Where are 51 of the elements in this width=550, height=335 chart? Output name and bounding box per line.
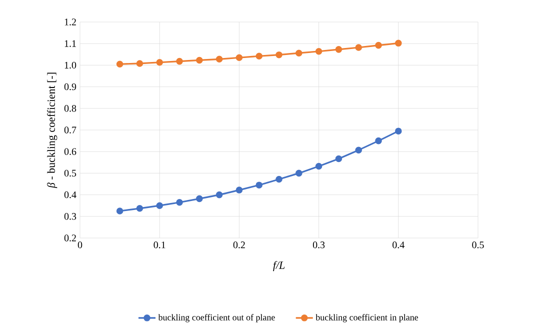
y-tick-label: 0.8 bbox=[64, 105, 76, 112]
point bbox=[156, 59, 163, 66]
point bbox=[355, 146, 362, 154]
point bbox=[315, 48, 322, 55]
y-tick-label: 0.2 bbox=[64, 234, 76, 242]
point bbox=[156, 202, 163, 209]
point bbox=[296, 50, 302, 56]
y-tick-label: 1.2 bbox=[64, 18, 76, 26]
y-tick-label: 0.9 bbox=[64, 83, 76, 90]
y-tick-label: 0.6 bbox=[64, 148, 76, 155]
y-tick-label: 1.1 bbox=[64, 40, 76, 47]
point bbox=[176, 198, 183, 206]
point bbox=[256, 182, 262, 188]
point bbox=[136, 60, 144, 67]
point bbox=[196, 195, 203, 202]
point bbox=[335, 155, 342, 162]
x-tick-label: 0.2 bbox=[233, 242, 245, 248]
x-tick-label: 0.3 bbox=[312, 242, 325, 248]
point bbox=[276, 176, 282, 183]
y-tick-label: 0.3 bbox=[64, 213, 76, 220]
point bbox=[116, 208, 124, 214]
x-tick-label: 0.4 bbox=[392, 242, 404, 248]
x-axis-title: f/L bbox=[273, 261, 285, 272]
legend-label: buckling coefficient in plane bbox=[316, 314, 418, 322]
point bbox=[116, 60, 124, 68]
point bbox=[315, 162, 322, 170]
point bbox=[335, 46, 342, 53]
point bbox=[136, 205, 144, 212]
point bbox=[395, 128, 402, 134]
point bbox=[375, 137, 382, 144]
point bbox=[236, 186, 243, 194]
y-tick-label: 0.4 bbox=[64, 191, 76, 198]
point bbox=[276, 51, 282, 58]
y-tick-label: 0.7 bbox=[64, 126, 76, 134]
point bbox=[176, 58, 183, 65]
x-tick-label: 0.1 bbox=[154, 242, 166, 248]
point bbox=[375, 42, 382, 49]
y-tick-label: 0.5 bbox=[64, 170, 76, 177]
y-axis-title: β - buckling coefficient [-] bbox=[47, 72, 58, 188]
point bbox=[395, 40, 402, 47]
point bbox=[296, 170, 302, 177]
point bbox=[256, 52, 262, 60]
point bbox=[196, 56, 203, 64]
point bbox=[216, 191, 223, 198]
x-tick-label: 0 bbox=[78, 242, 82, 248]
x-tick-label: 0.5 bbox=[472, 242, 484, 248]
point bbox=[236, 54, 243, 62]
point bbox=[355, 44, 362, 51]
point bbox=[216, 56, 223, 63]
y-tick-label: 1.0 bbox=[64, 62, 76, 69]
legend-label: buckling coefficient out of plane bbox=[158, 314, 275, 322]
